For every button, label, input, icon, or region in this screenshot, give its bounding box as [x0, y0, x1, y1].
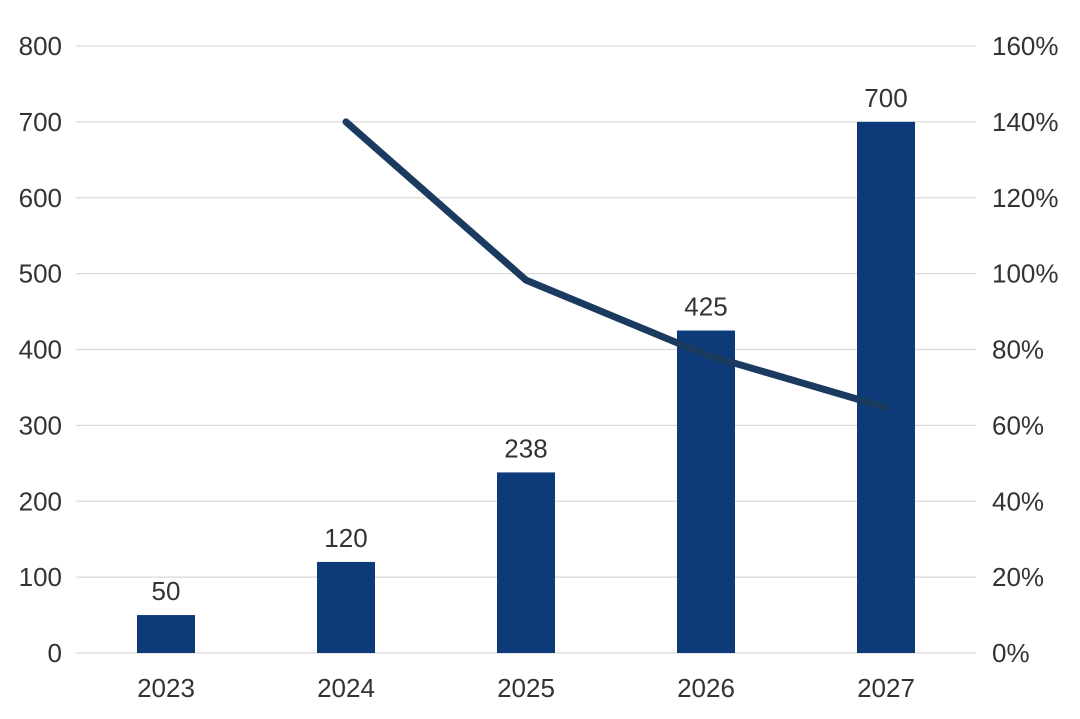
left-axis-tick: 700 [19, 107, 62, 137]
x-axis-category-label: 2025 [497, 673, 555, 703]
left-axis-tick: 100 [19, 562, 62, 592]
x-axis-category-label: 2024 [317, 673, 375, 703]
growth-rate-line [342, 118, 890, 411]
right-axis-tick: 0% [992, 638, 1030, 668]
bar-2024 [317, 561, 375, 653]
bar-2025 [497, 472, 555, 653]
right-axis-tick: 100% [992, 259, 1059, 289]
right-axis-tick: 140% [992, 107, 1059, 137]
left-axis-tick: 500 [19, 259, 62, 289]
bar-2023 [137, 615, 195, 653]
bar-2026 [677, 330, 735, 653]
bar-value-label: 120 [324, 523, 367, 553]
right-axis-tick: 120% [992, 183, 1059, 213]
x-axis-category-label: 2027 [857, 673, 915, 703]
left-axis-tick: 400 [19, 335, 62, 365]
bar-value-label: 50 [152, 576, 181, 606]
bar-value-label: 238 [504, 433, 547, 463]
left-axis-tick: 800 [19, 31, 62, 61]
x-axis-category-label: 2026 [677, 673, 735, 703]
left-axis-tick: 0 [48, 638, 62, 668]
bar-value-label: 425 [684, 292, 727, 322]
right-axis-tick: 80% [992, 335, 1044, 365]
right-axis-tick: 20% [992, 562, 1044, 592]
left-axis-tick: 200 [19, 486, 62, 516]
right-axis-tick: 160% [992, 31, 1059, 61]
bar-2027 [857, 121, 915, 653]
right-axis-tick: 40% [992, 486, 1044, 516]
bar-value-label: 700 [864, 83, 907, 113]
right-axis-tick: 60% [992, 410, 1044, 440]
left-axis-tick: 300 [19, 410, 62, 440]
x-axis-category-label: 2023 [137, 673, 195, 703]
left-axis-tick: 600 [19, 183, 62, 213]
